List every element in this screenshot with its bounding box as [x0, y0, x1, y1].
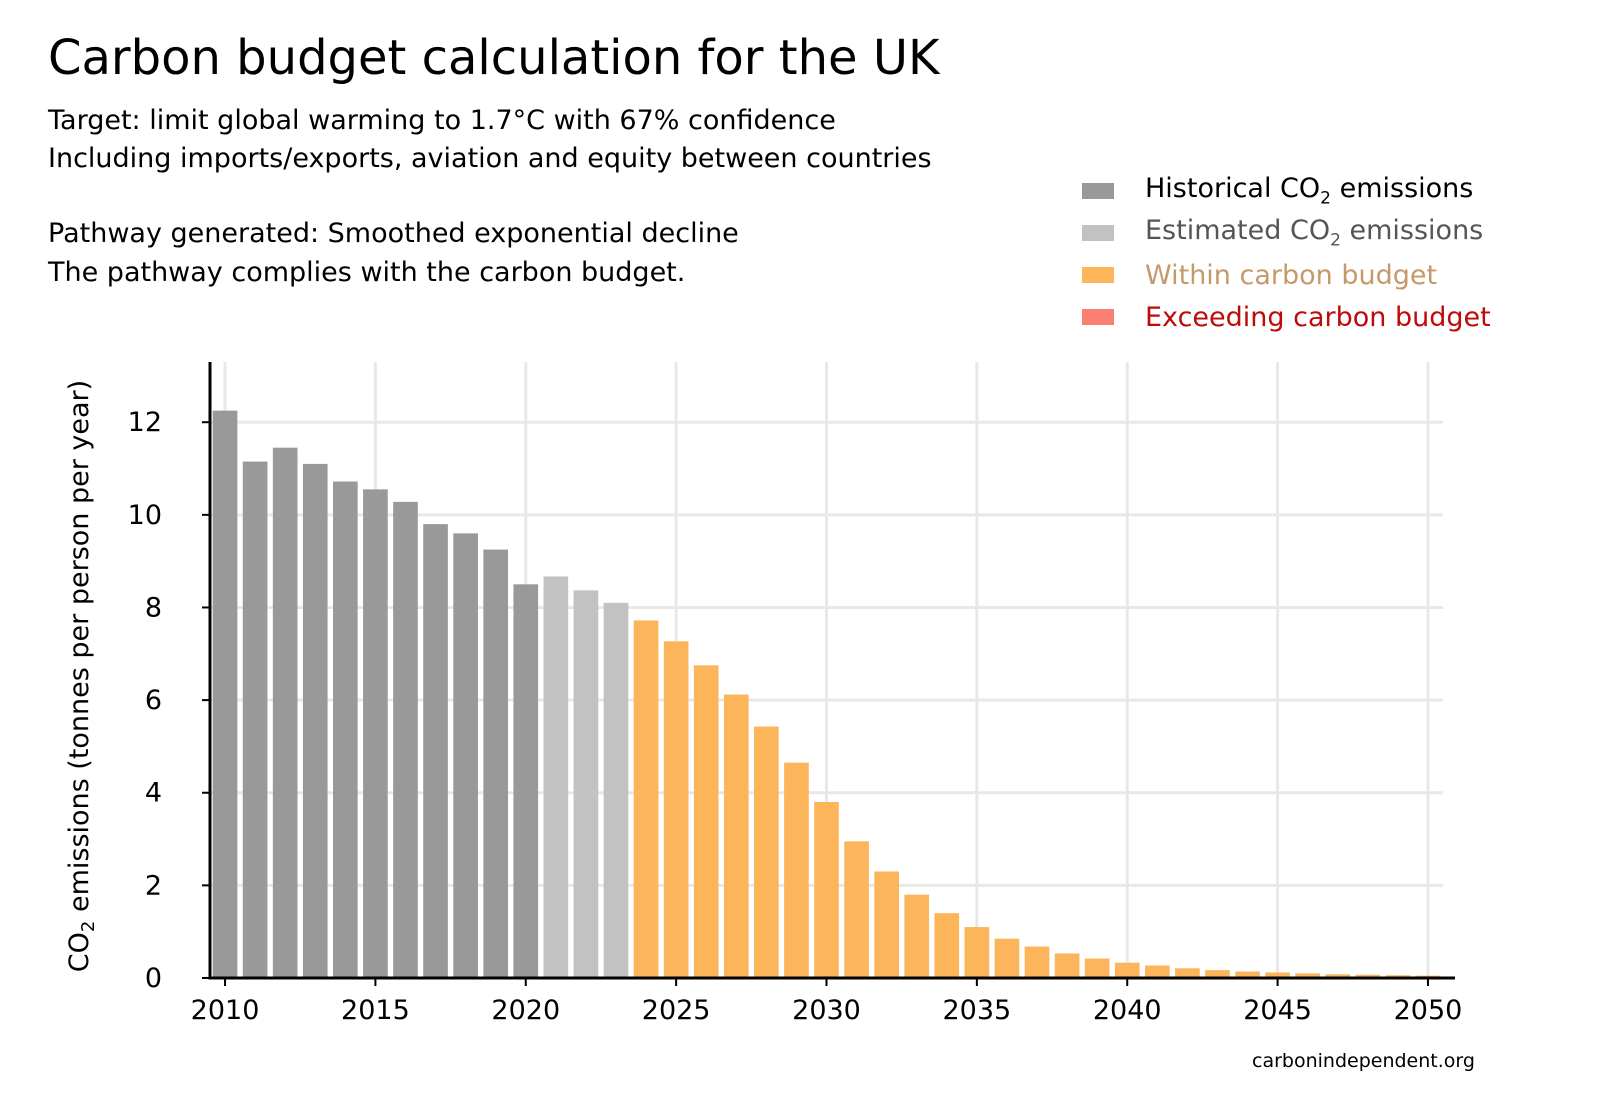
bar-within-carbon-budget-2044 — [1235, 971, 1260, 978]
bar-historical-co2-emissions-2014 — [332, 481, 358, 978]
bar-within-carbon-budget-2048 — [1355, 974, 1381, 978]
x-tick-label-2050: 2050 — [1394, 995, 1463, 1026]
bar-within-carbon-budget-2024 — [633, 620, 659, 978]
legend-swatch-estimated — [1082, 225, 1114, 241]
bar-within-carbon-budget-2042 — [1175, 968, 1200, 978]
bar-within-carbon-budget-2043 — [1205, 970, 1230, 978]
y-tick-label-4: 4 — [145, 778, 162, 809]
y-tick-label-0: 0 — [145, 963, 162, 994]
bar-within-carbon-budget-2037 — [1024, 946, 1050, 978]
chart-legend: Historical CO2 emissions Estimated CO2 e… — [1082, 170, 1491, 338]
bar-within-carbon-budget-2038 — [1054, 953, 1080, 978]
bar-within-carbon-budget-2031 — [844, 841, 869, 978]
bar-within-carbon-budget-2039 — [1084, 958, 1110, 978]
bar-historical-co2-emissions-2015 — [363, 489, 388, 978]
x-tick-label-2035: 2035 — [943, 995, 1012, 1026]
bar-historical-co2-emissions-2019 — [483, 549, 509, 978]
bar-historical-co2-emissions-2016 — [393, 501, 418, 978]
bar-within-carbon-budget-2032 — [874, 871, 899, 978]
y-axis-label: CO2 emissions (tonnes per person per yea… — [64, 380, 99, 972]
bar-within-carbon-budget-2041 — [1144, 965, 1170, 978]
chart-tick-labels: 2010 2015 2020 2025 2030 2035 2040 2045 2050 0 2 4 6… — [128, 407, 1463, 1026]
bar-within-carbon-budget-2029 — [784, 762, 809, 978]
chart-subtitle-pathway: Pathway generated: Smoothed exponential … — [48, 218, 739, 249]
chart-subtitle-compliance: The pathway complies with the carbon bud… — [48, 257, 686, 288]
chart-subtitle-scope: Including imports/exports, aviation and … — [48, 143, 932, 174]
bar-within-carbon-budget-2030 — [814, 802, 839, 978]
bar-within-carbon-budget-2026 — [693, 665, 719, 978]
bar-within-carbon-budget-2036 — [994, 938, 1020, 978]
chart-axes — [202, 362, 1455, 986]
chart-bars — [212, 410, 1441, 978]
x-tick-label-2025: 2025 — [642, 995, 711, 1026]
legend-item-exceeding-budget: Exceeding carbon budget — [1082, 296, 1491, 338]
bar-within-carbon-budget-2028 — [754, 726, 779, 978]
legend-item-estimated: Estimated CO2 emissions — [1082, 212, 1491, 254]
chart-subtitle-target: Target: limit global warming to 1.7°C wi… — [48, 105, 836, 136]
bar-within-carbon-budget-2034 — [934, 913, 960, 978]
bar-historical-co2-emissions-2013 — [302, 463, 328, 978]
legend-swatch-historical — [1082, 183, 1114, 199]
bar-within-carbon-budget-2033 — [904, 894, 930, 978]
bar-historical-co2-emissions-2011 — [242, 461, 268, 978]
y-tick-label-10: 10 — [128, 500, 162, 531]
bar-estimated-co2-emissions-2023 — [603, 602, 629, 978]
x-tick-label-2010: 2010 — [191, 995, 260, 1026]
legend-item-historical: Historical CO2 emissions — [1082, 170, 1491, 212]
bar-within-carbon-budget-2047 — [1325, 974, 1351, 978]
y-tick-label-8: 8 — [145, 592, 162, 623]
x-tick-label-2015: 2015 — [341, 995, 410, 1026]
bar-within-carbon-budget-2035 — [964, 927, 990, 978]
x-tick-label-2040: 2040 — [1093, 995, 1162, 1026]
legend-swatch-within-budget — [1082, 267, 1114, 283]
legend-label-estimated: Estimated CO2 emissions — [1145, 215, 1484, 251]
bar-within-carbon-budget-2027 — [723, 694, 749, 978]
legend-label-within-budget: Within carbon budget — [1145, 259, 1438, 291]
x-tick-label-2030: 2030 — [792, 995, 861, 1026]
bar-historical-co2-emissions-2012 — [272, 447, 298, 978]
y-tick-label-12: 12 — [128, 407, 162, 438]
x-tick-label-2045: 2045 — [1243, 995, 1312, 1026]
legend-item-within-budget: Within carbon budget — [1082, 254, 1491, 296]
legend-label-historical: Historical CO2 emissions — [1145, 173, 1474, 209]
y-tick-label-6: 6 — [145, 685, 162, 716]
bar-estimated-co2-emissions-2022 — [573, 590, 599, 978]
bar-historical-co2-emissions-2020 — [513, 584, 539, 978]
legend-swatch-exceeding-budget — [1082, 309, 1114, 325]
chart-title: Carbon budget calculation for the UK — [48, 30, 940, 86]
bar-within-carbon-budget-2040 — [1114, 962, 1140, 978]
bar-within-carbon-budget-2045 — [1265, 972, 1290, 978]
y-tick-label-2: 2 — [145, 870, 162, 901]
bar-within-carbon-budget-2046 — [1295, 973, 1321, 978]
bar-historical-co2-emissions-2010 — [212, 410, 238, 978]
bar-estimated-co2-emissions-2021 — [543, 576, 569, 978]
bar-within-carbon-budget-2025 — [663, 641, 689, 978]
bar-historical-co2-emissions-2018 — [453, 533, 478, 978]
source-credit: carbonindependent.org — [1252, 1050, 1475, 1072]
bar-historical-co2-emissions-2017 — [423, 524, 448, 978]
x-tick-label-2020: 2020 — [491, 995, 560, 1026]
legend-label-exceeding-budget: Exceeding carbon budget — [1145, 301, 1491, 333]
